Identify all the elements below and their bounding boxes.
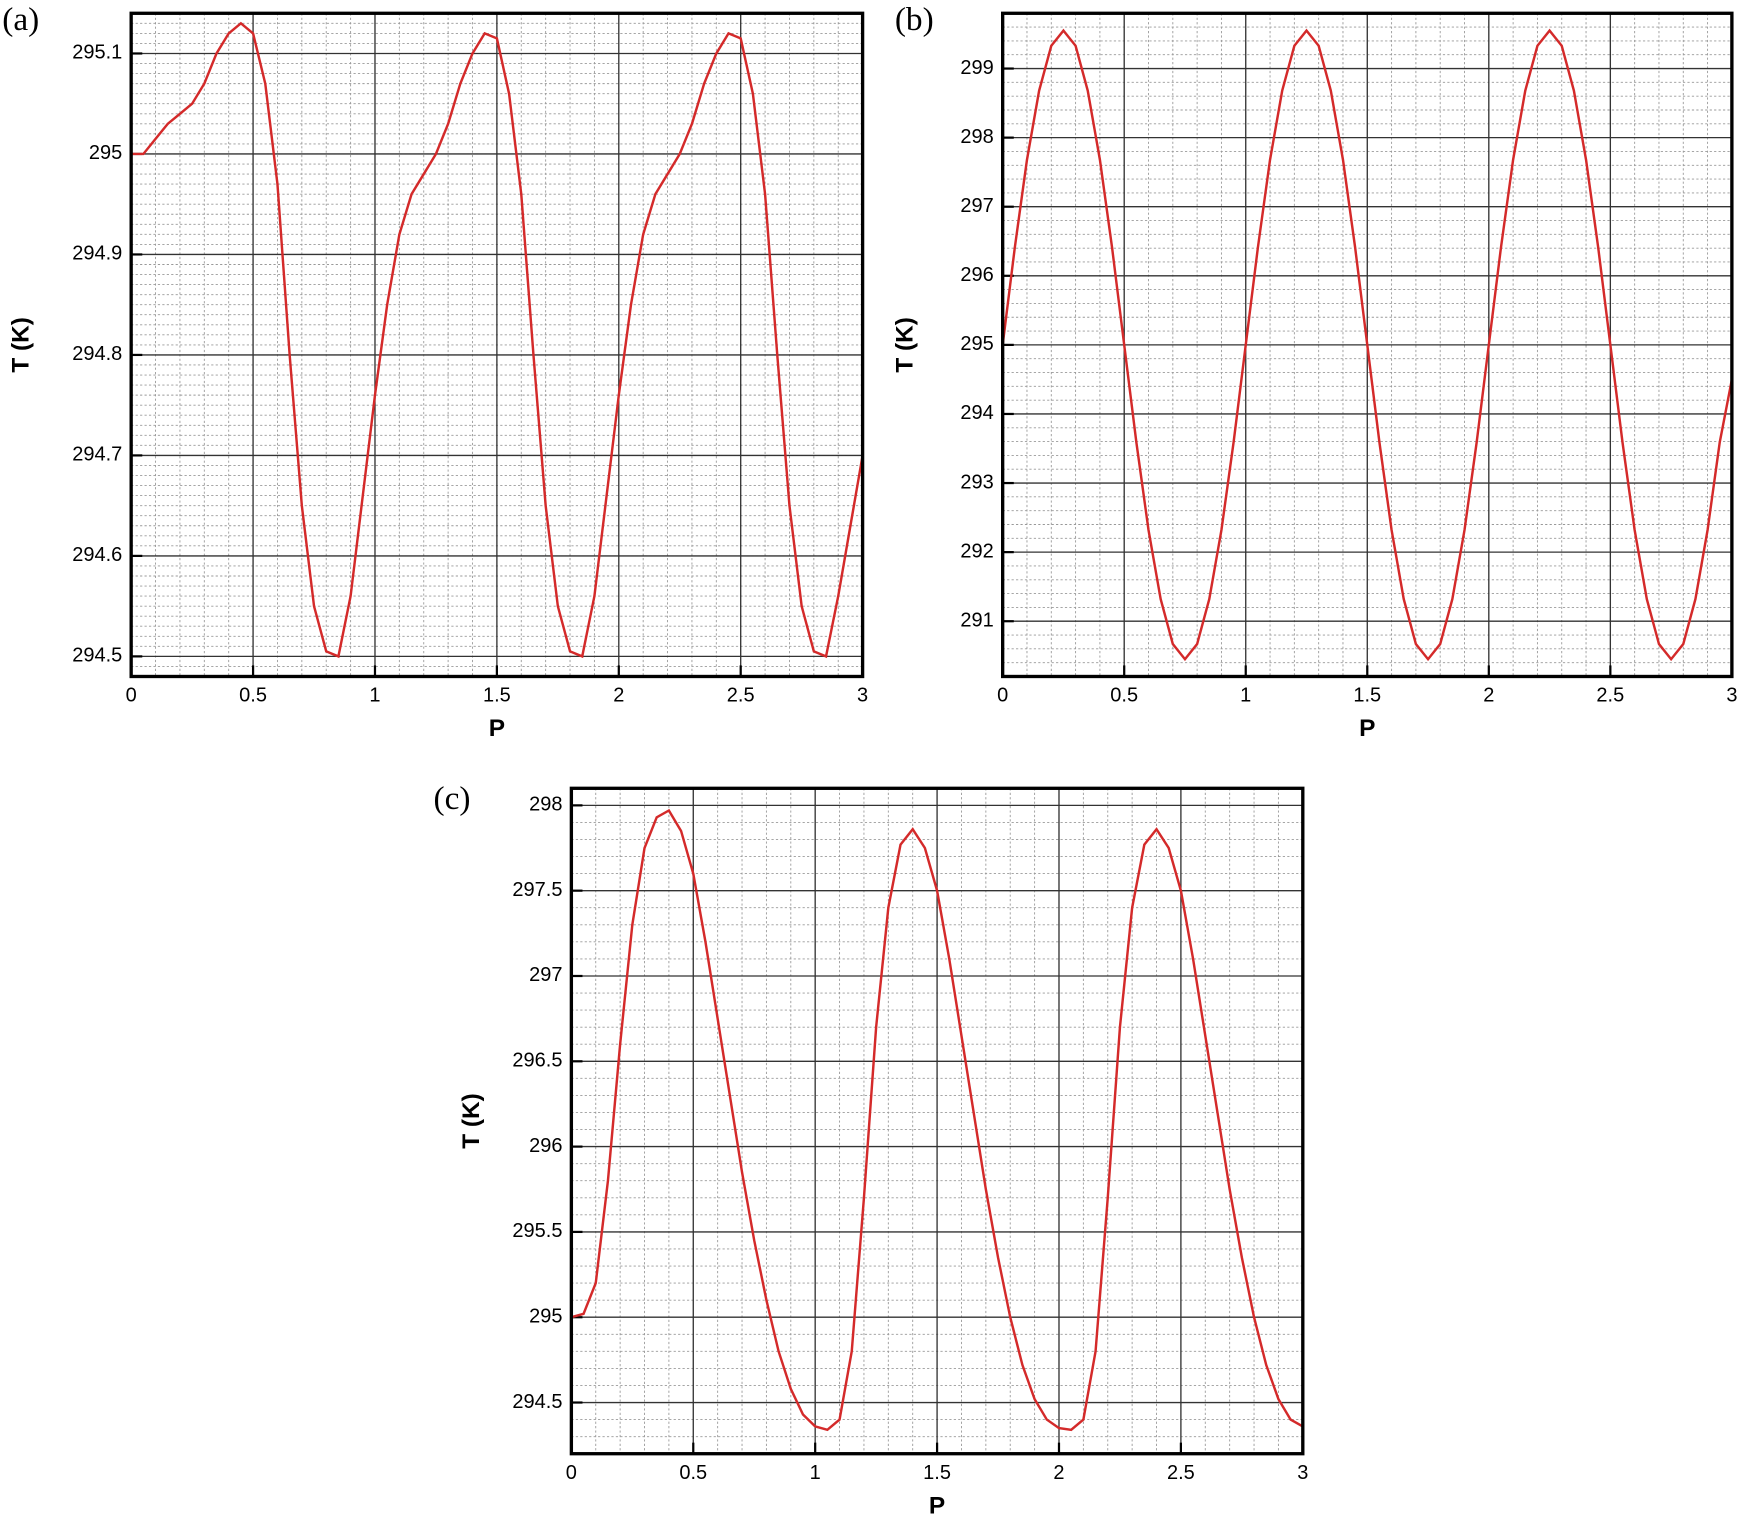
y-tick-label: 294 <box>960 402 993 424</box>
y-tick-label: 298 <box>960 126 993 148</box>
y-tick-label: 295.1 <box>72 42 122 64</box>
y-axis-label: T (K) <box>891 317 918 372</box>
x-tick-label: 2 <box>1483 685 1494 707</box>
y-tick-label: 294.7 <box>72 444 122 466</box>
y-tick-label: 297 <box>529 964 562 986</box>
data-line <box>131 21 864 659</box>
x-tick-label: 0.5 <box>239 685 267 707</box>
x-tick-label: 0.5 <box>1110 685 1138 707</box>
x-axis-label: P <box>929 1492 945 1519</box>
y-tick-label: 294.8 <box>72 343 122 365</box>
panel-label: (c) <box>434 780 471 817</box>
y-tick-label: 295 <box>960 333 993 355</box>
x-tick-label: 2.5 <box>1596 685 1624 707</box>
data-line <box>571 808 1304 1432</box>
x-axis-label: P <box>1359 715 1375 742</box>
x-tick-label: 3 <box>857 685 868 707</box>
x-axis-label: P <box>489 715 505 742</box>
y-tick-label: 294.6 <box>72 544 122 566</box>
y-tick-label: 294.5 <box>72 645 122 667</box>
x-tick-label: 2 <box>1053 1462 1064 1484</box>
y-tick-label: 294.5 <box>512 1391 562 1413</box>
y-tick-label: 296 <box>529 1135 562 1157</box>
plot-frame <box>1001 11 1734 679</box>
y-tick-label: 295.5 <box>512 1220 562 1242</box>
x-tick-label: 3 <box>1297 1462 1308 1484</box>
y-tick-label: 299 <box>960 57 993 79</box>
x-tick-label: 2.5 <box>1167 1462 1195 1484</box>
y-tick-label: 298 <box>529 794 562 816</box>
x-tick-label: 2 <box>613 685 624 707</box>
x-tick-label: 2.5 <box>727 685 755 707</box>
y-tick-label: 297 <box>960 195 993 217</box>
data-line <box>1001 28 1734 662</box>
y-tick-label: 293 <box>960 471 993 493</box>
y-axis-label: T (K) <box>8 317 35 372</box>
y-tick-label: 296 <box>960 264 993 286</box>
x-tick-label: 1 <box>1240 685 1251 707</box>
x-tick-label: 1 <box>810 1462 821 1484</box>
x-tick-label: 0 <box>126 685 137 707</box>
y-axis-label: T (K) <box>458 1093 485 1148</box>
y-tick-label: 297.5 <box>512 879 562 901</box>
plot-frame <box>129 11 865 679</box>
x-tick-label: 1 <box>369 685 380 707</box>
x-tick-label: 0.5 <box>679 1462 707 1484</box>
x-tick-label: 1.5 <box>483 685 511 707</box>
panel-label: (a) <box>2 1 39 38</box>
x-tick-label: 3 <box>1726 685 1737 707</box>
y-tick-label: 296.5 <box>512 1050 562 1072</box>
x-tick-label: 1.5 <box>923 1462 951 1484</box>
y-tick-label: 292 <box>960 540 993 562</box>
y-tick-label: 295 <box>89 142 122 164</box>
x-tick-label: 0 <box>566 1462 577 1484</box>
x-tick-label: 1.5 <box>1353 685 1381 707</box>
y-tick-label: 295 <box>529 1306 562 1328</box>
plot-frame <box>569 786 1305 1456</box>
panel-label: (b) <box>895 1 934 38</box>
x-tick-label: 0 <box>997 685 1008 707</box>
y-tick-label: 294.9 <box>72 243 122 265</box>
y-tick-label: 291 <box>960 610 993 632</box>
